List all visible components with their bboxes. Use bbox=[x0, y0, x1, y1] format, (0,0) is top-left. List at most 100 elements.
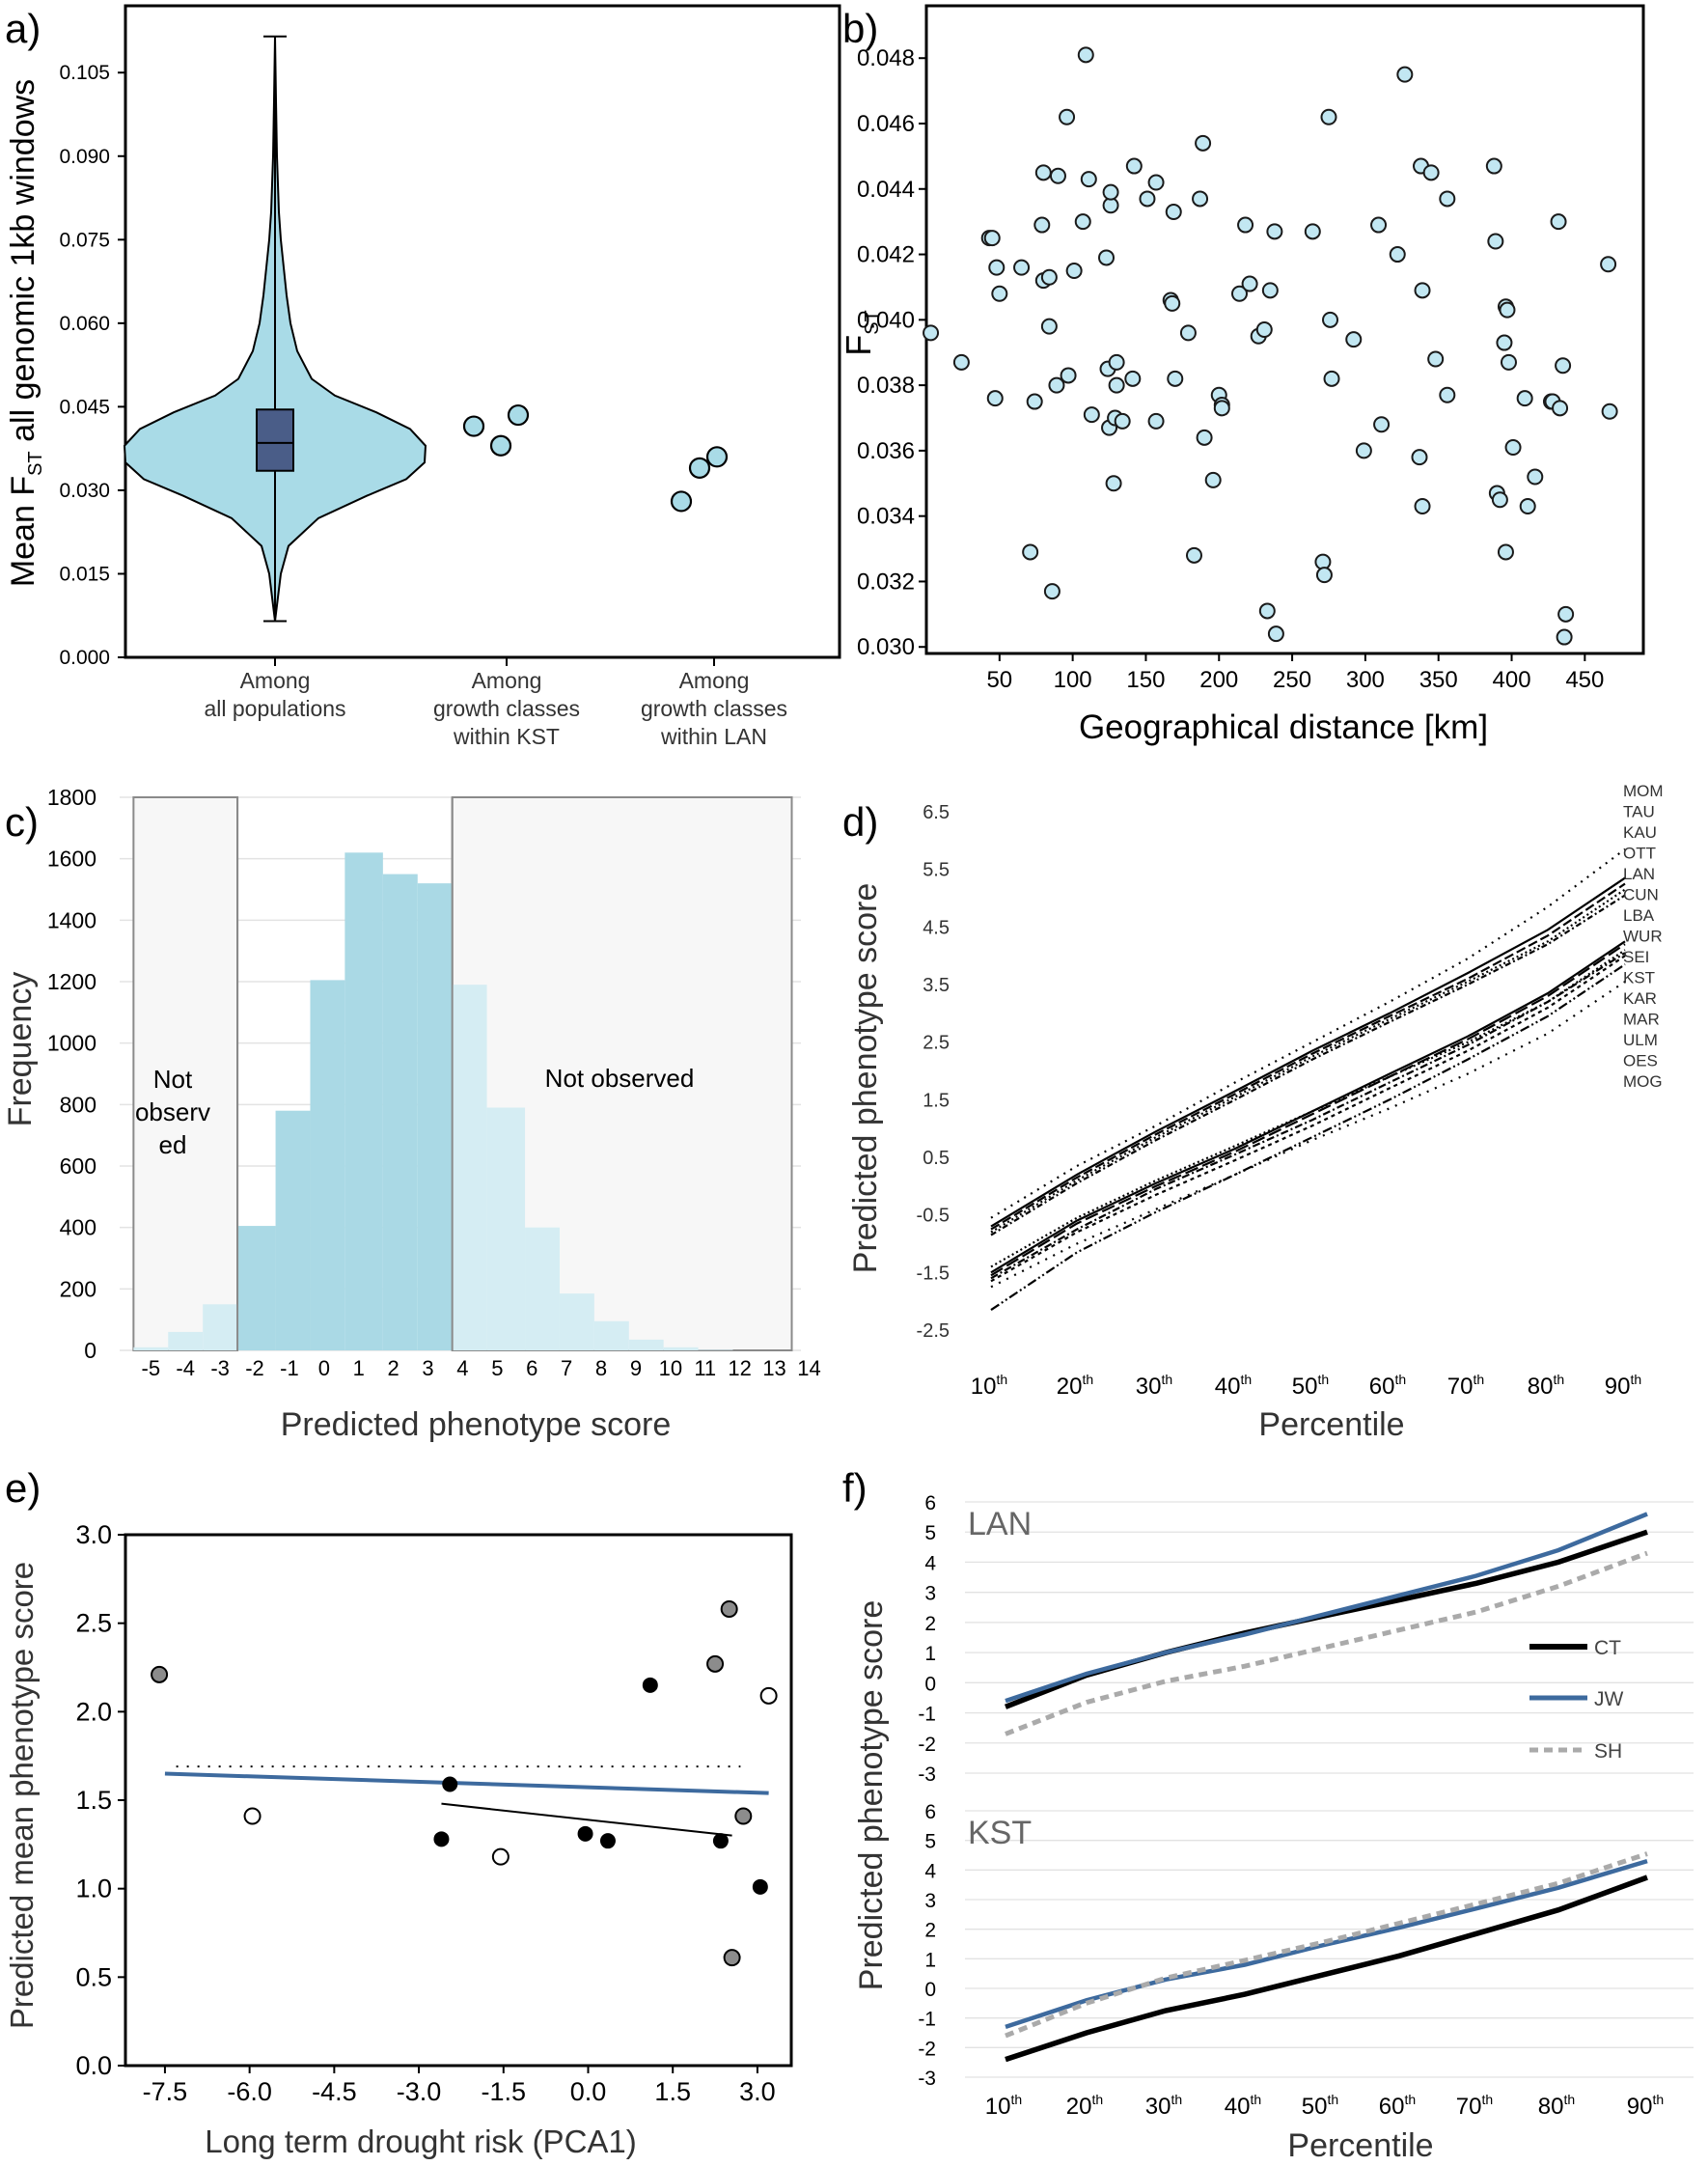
scatter-point bbox=[1098, 249, 1116, 266]
histogram-bar bbox=[382, 874, 418, 1350]
y-label-tail: all genomic 1kb windows bbox=[5, 79, 41, 452]
scatter-point bbox=[1389, 246, 1406, 264]
y-tick-label: -1.5 bbox=[917, 1263, 950, 1284]
histogram-bar bbox=[663, 1347, 699, 1350]
category-label: growth classes bbox=[433, 696, 580, 721]
y-label-main: F bbox=[839, 335, 878, 356]
series-line-jw bbox=[1005, 1512, 1648, 1704]
annotation-not-observed-left: observ bbox=[135, 1097, 210, 1126]
point-kst bbox=[489, 434, 512, 457]
x-tick-label: 40th bbox=[1225, 2092, 1261, 2120]
point-white bbox=[759, 1686, 778, 1705]
x-tick-label: 70th bbox=[1456, 2092, 1493, 2120]
scatter-point bbox=[1043, 583, 1061, 600]
y-tick-label: -3 bbox=[918, 2068, 936, 2090]
legend-label: SEI bbox=[1623, 948, 1649, 966]
annotation-not-observed-left: Not bbox=[153, 1065, 193, 1094]
y-tick-label: 6.5 bbox=[923, 802, 950, 823]
x-tick-label: 0.0 bbox=[570, 2077, 607, 2106]
x-tick-number: 50 bbox=[1292, 1374, 1318, 1400]
y-tick-label: 0.0 bbox=[75, 2051, 112, 2080]
y-tick-label: 0.105 bbox=[59, 62, 110, 84]
histogram-bar bbox=[628, 1339, 664, 1350]
scatter-point bbox=[1147, 174, 1165, 191]
legend-label: MOG bbox=[1623, 1072, 1663, 1091]
y-tick-label: 0 bbox=[924, 1673, 936, 1695]
scatter-point bbox=[1034, 164, 1052, 181]
plot-frame bbox=[124, 4, 841, 659]
annotation-not-observed-right: Not observed bbox=[545, 1064, 695, 1093]
scatter-point bbox=[1304, 223, 1321, 240]
x-tick-number: 30 bbox=[1136, 1374, 1162, 1400]
x-tick-suffix: th bbox=[1653, 2092, 1665, 2107]
x-tick-label: 8 bbox=[595, 1356, 607, 1380]
series-line-sei bbox=[990, 952, 1626, 1280]
x-tick-label: 50th bbox=[1302, 2092, 1338, 2120]
x-tick-suffix: th bbox=[1251, 2092, 1262, 2107]
y-axis-label: Predicted phenotype score bbox=[847, 883, 884, 1273]
y-tick-label: 0.030 bbox=[59, 480, 110, 502]
plot-frame bbox=[124, 1533, 793, 2068]
x-tick-number: 90 bbox=[1627, 2094, 1653, 2120]
scatter-point bbox=[1213, 400, 1230, 417]
y-tick-label: 2.5 bbox=[75, 1609, 112, 1638]
x-tick-label: 10th bbox=[985, 2092, 1022, 2120]
category-label: within LAN bbox=[660, 724, 767, 749]
x-tick-suffix: th bbox=[1405, 2092, 1417, 2107]
scatter-point bbox=[1102, 183, 1119, 201]
scatter-point bbox=[1427, 350, 1445, 368]
y-tick-label: 0.048 bbox=[857, 45, 915, 71]
x-tick-label: 5 bbox=[491, 1356, 503, 1380]
y-tick-label: 0.5 bbox=[75, 1962, 112, 1991]
histogram-bar bbox=[417, 883, 453, 1350]
point-white bbox=[491, 1847, 510, 1866]
x-tick-number: 80 bbox=[1528, 1374, 1554, 1400]
point-black bbox=[577, 1825, 593, 1842]
x-tick-number: 20 bbox=[1057, 1374, 1083, 1400]
series-line-lba bbox=[990, 943, 1626, 1277]
point-black bbox=[642, 1677, 658, 1693]
x-tick-label: 4 bbox=[456, 1356, 468, 1380]
x-tick-label: 3 bbox=[422, 1356, 433, 1380]
scatter-point bbox=[1320, 108, 1337, 125]
y-tick-label: 3.0 bbox=[75, 1520, 112, 1549]
scatter-point bbox=[1049, 167, 1066, 184]
scatter-point bbox=[923, 324, 940, 342]
scatter-point bbox=[1555, 357, 1572, 375]
x-tick-label: 6 bbox=[526, 1356, 537, 1380]
y-tick-label: 2.0 bbox=[75, 1697, 112, 1726]
x-tick-suffix: th bbox=[1171, 2092, 1183, 2107]
point-kst bbox=[462, 415, 485, 437]
point-lan bbox=[705, 446, 729, 468]
scatter-point bbox=[1040, 318, 1058, 335]
scatter-point bbox=[1165, 204, 1182, 220]
x-tick-label: 80th bbox=[1538, 2092, 1575, 2120]
y-tick-label: 1200 bbox=[47, 969, 96, 994]
y-tick-label: 0.075 bbox=[59, 229, 110, 251]
x-tick-suffix: th bbox=[1564, 2092, 1576, 2107]
x-tick-label: 70th bbox=[1447, 1372, 1484, 1400]
x-tick-suffix: th bbox=[1083, 1372, 1094, 1387]
y-label-subscript: ST bbox=[25, 451, 46, 476]
scatter-point bbox=[1080, 171, 1097, 188]
y-tick-label: 400 bbox=[60, 1215, 96, 1240]
point-gray bbox=[706, 1654, 725, 1673]
scatter-point bbox=[1323, 370, 1340, 387]
y-tick-label: 1.5 bbox=[923, 1090, 950, 1111]
scatter-point bbox=[986, 390, 1004, 407]
point-black bbox=[433, 1831, 450, 1847]
scatter-point bbox=[1241, 275, 1258, 292]
scatter-point bbox=[1491, 491, 1508, 509]
x-tick-label: 80th bbox=[1528, 1372, 1564, 1400]
scatter-point bbox=[1499, 301, 1516, 319]
x-tick-suffix: th bbox=[1011, 2092, 1023, 2107]
x-tick-number: 90 bbox=[1605, 1374, 1631, 1400]
scatter-point bbox=[1185, 546, 1202, 564]
legend-label: KAU bbox=[1623, 823, 1657, 842]
scatter-point bbox=[1108, 353, 1125, 371]
x-tick-suffix: th bbox=[1631, 1372, 1642, 1387]
histogram-bar bbox=[452, 985, 487, 1350]
x-tick-label: 14 bbox=[797, 1356, 820, 1380]
y-tick-label: -1 bbox=[918, 2009, 936, 2031]
